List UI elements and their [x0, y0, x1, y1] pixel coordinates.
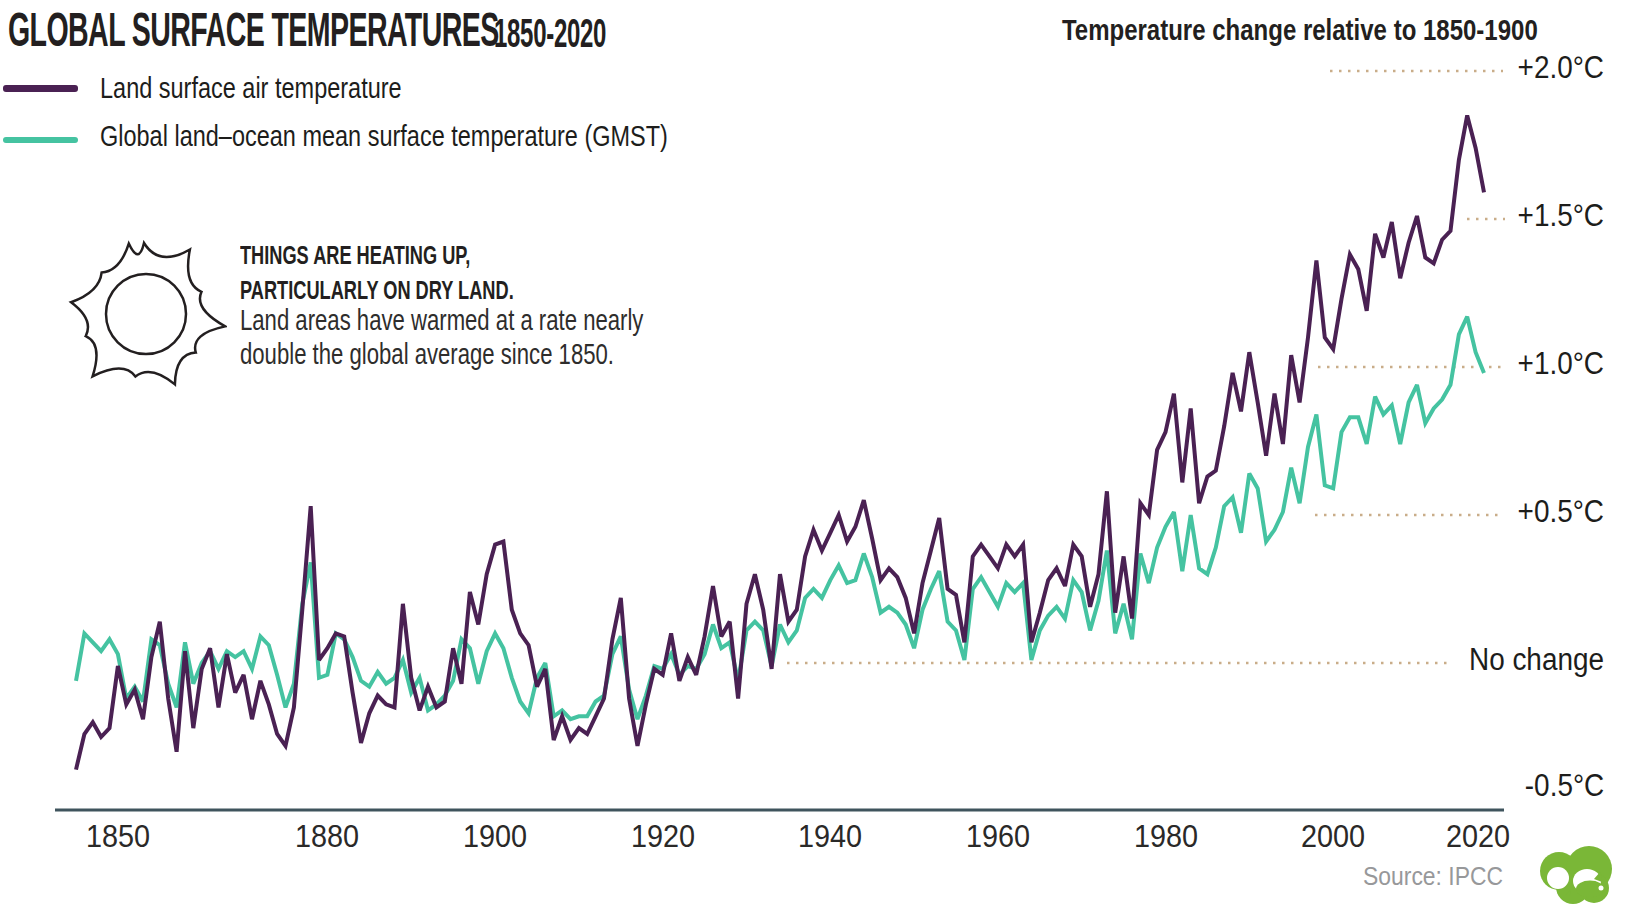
y-axis-label: +1.5°C	[1518, 197, 1604, 235]
legend-label-land: Land surface air temperature	[100, 68, 402, 108]
y-axis-label: +2.0°C	[1518, 49, 1604, 87]
y-axis-label: +0.5°C	[1518, 493, 1604, 531]
legend-swatch-gmst	[3, 137, 78, 143]
y-axis-label: -0.5°C	[1525, 767, 1604, 805]
brand-logo	[1536, 844, 1616, 910]
x-axis-label: 1850	[86, 820, 150, 852]
legend-swatch-land	[3, 85, 78, 92]
x-axis-label: 1960	[966, 820, 1030, 852]
land-series-line	[76, 115, 1484, 769]
x-axis-label: 1940	[798, 820, 862, 852]
x-axis-label: 2000	[1301, 820, 1365, 852]
x-axis-label: 1980	[1133, 820, 1197, 852]
infographic-canvas: GLOBAL SURFACE TEMPERATURES 1850-2020 Te…	[0, 0, 1640, 916]
annotation-headline-2: PARTICULARLY ON DRY LAND.	[240, 277, 514, 303]
source-credit: Source: IPCC	[1363, 861, 1503, 892]
sun-icon	[62, 232, 227, 400]
y-axis-label: No change	[1469, 641, 1604, 679]
sun-core	[106, 274, 186, 354]
annotation-body-2: double the global average since 1850.	[240, 339, 614, 369]
y-axis-label: +1.0°C	[1518, 345, 1604, 383]
page-title: GLOBAL SURFACE TEMPERATURES	[8, 2, 499, 57]
y-axis-title: Temperature change relative to 1850-1900	[1062, 13, 1538, 47]
sun-rays	[71, 243, 225, 384]
x-axis-label: 1880	[295, 820, 359, 852]
x-axis-label: 1900	[463, 820, 527, 852]
x-axis-label: 1920	[631, 820, 695, 852]
x-axis-label: 2020	[1446, 820, 1510, 852]
annotation-headline-1: THINGS ARE HEATING UP,	[240, 242, 470, 268]
gmst-series-line	[76, 317, 1484, 720]
annotation-body-1: Land areas have warmed at a rate nearly	[240, 305, 643, 335]
legend-label-gmst: Global land–ocean mean surface temperatu…	[100, 116, 668, 156]
page-title-years: 1850-2020	[494, 11, 606, 56]
